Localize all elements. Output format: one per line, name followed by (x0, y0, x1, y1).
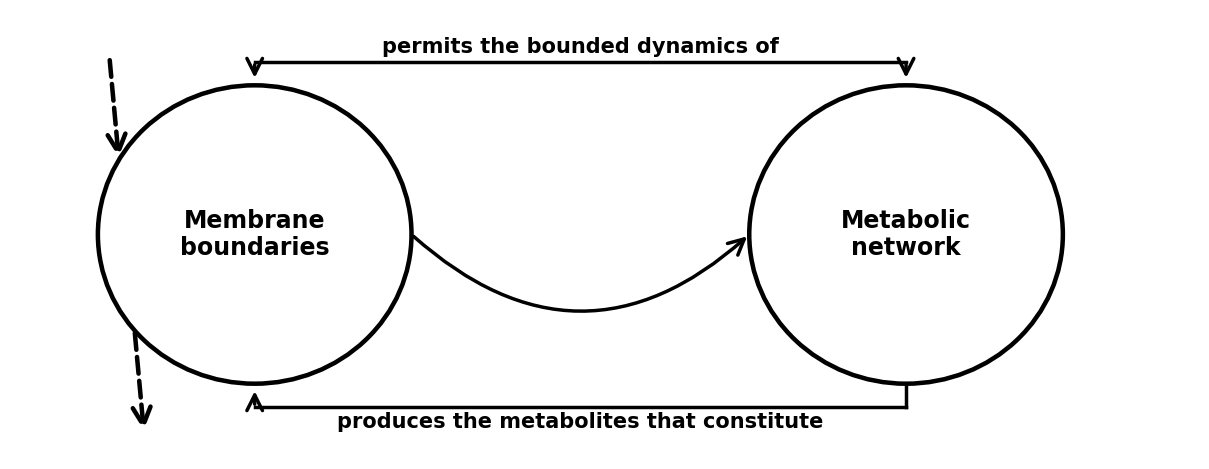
FancyArrowPatch shape (413, 236, 745, 311)
Text: Metabolic
network: Metabolic network (841, 209, 971, 260)
Text: permits the bounded dynamics of: permits the bounded dynamics of (382, 38, 779, 57)
Text: produces the metabolites that constitute: produces the metabolites that constitute (337, 412, 823, 431)
Text: Membrane
boundaries: Membrane boundaries (180, 209, 330, 260)
